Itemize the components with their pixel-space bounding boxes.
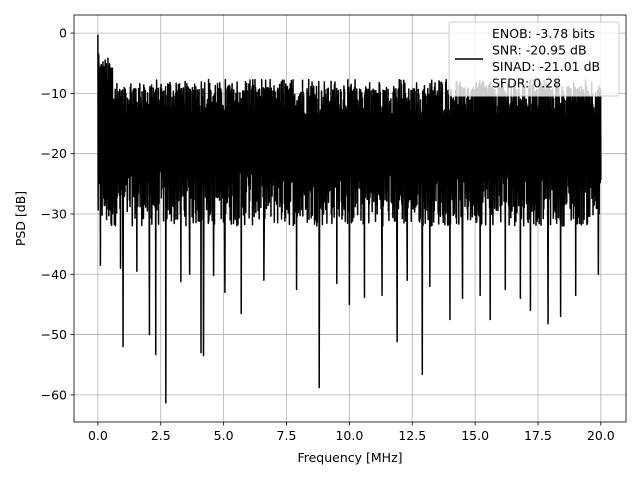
x-tick-label: 10.0 (335, 428, 363, 443)
legend-entry-text: SNR: -20.95 dB (492, 43, 587, 58)
y-axis-label: PSD [dB] (13, 191, 28, 246)
y-tick-label: −60 (41, 387, 67, 402)
x-tick-label: 12.5 (398, 428, 426, 443)
axes-frame (73, 14, 627, 423)
y-tick-label: −20 (41, 146, 67, 161)
legend-entry-text: SFDR: 0.28 (492, 76, 561, 91)
series-line-group (97, 34, 602, 404)
legend-box (448, 21, 620, 97)
y-tick-label: −50 (41, 327, 67, 342)
psd-series-line (97, 34, 602, 404)
y-tick-label: −40 (41, 267, 67, 282)
x-tick-label: 15.0 (461, 428, 489, 443)
x-tick-label: 7.5 (277, 428, 297, 443)
x-tick-label: 17.5 (524, 428, 552, 443)
x-tick-label: 5.0 (214, 428, 234, 443)
legend-entry-text: ENOB: -3.78 bits (492, 26, 595, 41)
y-tick-label: −10 (41, 86, 67, 101)
legend-entry-text: SINAD: -21.01 dB (492, 59, 600, 74)
x-tick-label: 20.0 (587, 428, 615, 443)
y-axis-ticks: 0 −10 −20 −30 −40 −50 −60 (41, 26, 74, 402)
x-tick-label: 0.0 (88, 428, 108, 443)
y-tick-label: −30 (41, 206, 67, 221)
x-axis-label: Frequency [MHz] (297, 450, 402, 465)
x-axis-ticks: 0.0 2.5 5.0 7.5 10.0 12.5 15.0 17.5 20.0 (88, 422, 615, 443)
x-tick-label: 2.5 (151, 428, 171, 443)
y-tick-label: 0 (59, 26, 67, 41)
